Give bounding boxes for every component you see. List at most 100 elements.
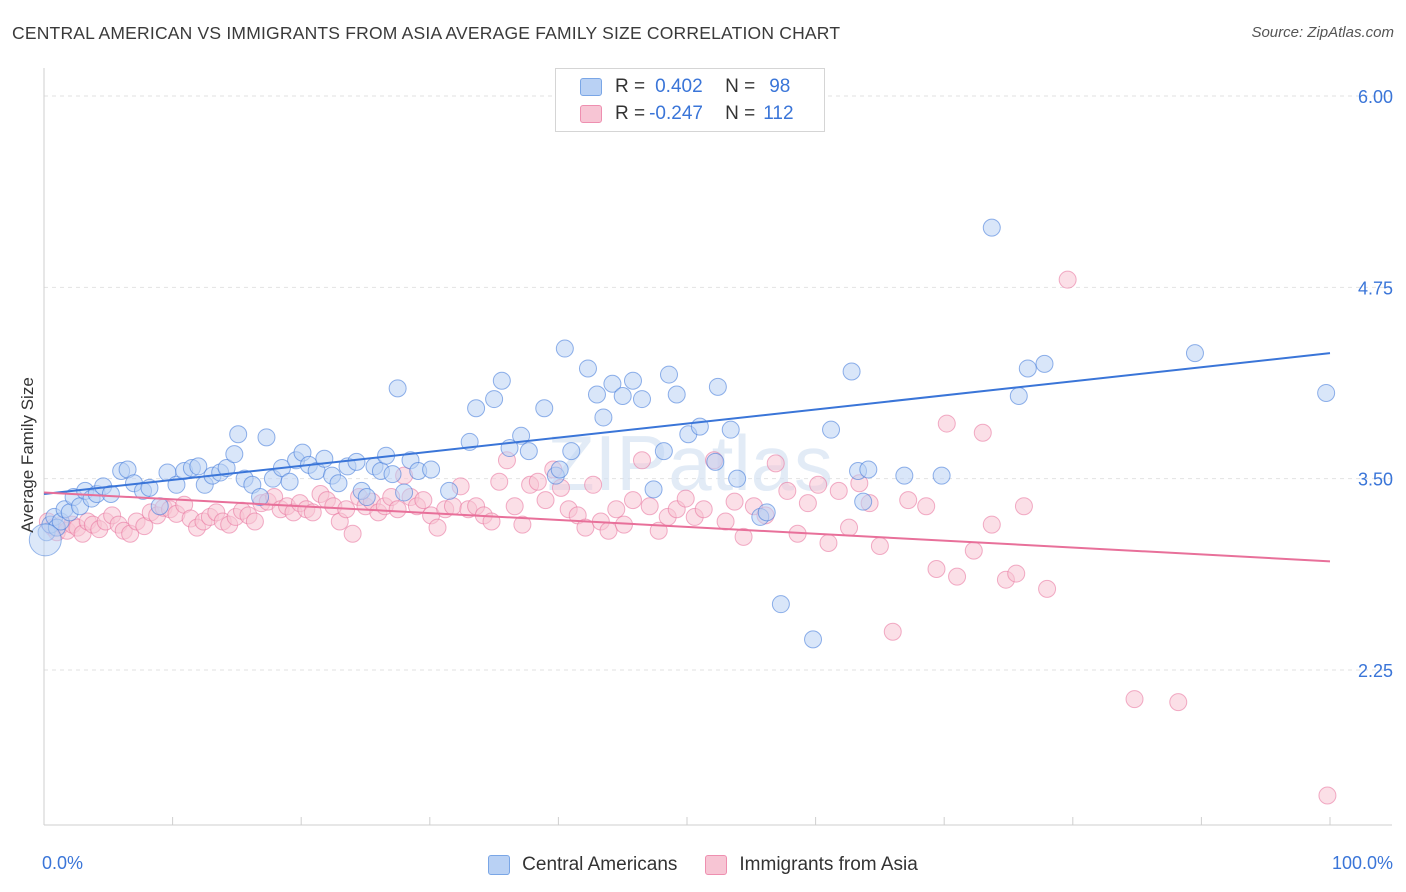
immigrants-from-asia-point bbox=[819, 533, 838, 552]
pink-swatch-icon bbox=[580, 105, 602, 123]
legend-row-immigrants-from-asia: R = -0.247 N = 112 bbox=[580, 101, 794, 127]
central-americans-point bbox=[217, 458, 236, 477]
central-americans-point bbox=[706, 452, 725, 471]
central-americans-point bbox=[395, 483, 414, 502]
central-americans-point bbox=[578, 359, 597, 378]
immigrants-from-asia-point bbox=[414, 491, 433, 510]
central-americans-point bbox=[550, 460, 569, 479]
immigrants-from-asia-point bbox=[716, 512, 735, 531]
immigrants-from-asia-point bbox=[584, 475, 603, 494]
immigrants-from-asia-point bbox=[725, 492, 744, 511]
central-americans-point bbox=[842, 362, 861, 381]
legend-label: Central Americans bbox=[522, 854, 678, 875]
central-americans-point bbox=[357, 488, 376, 507]
immigrants-from-asia-point bbox=[676, 489, 695, 508]
central-americans-point bbox=[757, 503, 776, 522]
immigrants-from-asia-point bbox=[1318, 786, 1337, 805]
central-americans-point bbox=[225, 445, 244, 464]
central-americans-point bbox=[519, 442, 538, 461]
immigrants-from-asia-point bbox=[1014, 497, 1033, 516]
immigrants-from-asia-point bbox=[948, 567, 967, 586]
r-value: -0.247 bbox=[649, 103, 703, 124]
central-americans-point bbox=[859, 460, 878, 479]
central-americans-point bbox=[644, 480, 663, 499]
central-americans-point bbox=[1035, 354, 1054, 373]
immigrants-from-asia-point bbox=[1125, 690, 1144, 709]
central-americans-point bbox=[189, 457, 208, 476]
immigrants-from-asia-point bbox=[809, 475, 828, 494]
central-americans-point bbox=[623, 371, 642, 390]
central-americans-point bbox=[659, 365, 678, 384]
immigrants-from-asia-point bbox=[632, 451, 651, 470]
central-americans-point bbox=[708, 377, 727, 396]
immigrants-from-asia-point bbox=[899, 491, 918, 510]
immigrants-from-asia-point bbox=[490, 472, 509, 491]
central-americans-point bbox=[101, 484, 120, 503]
central-americans-point bbox=[150, 497, 169, 516]
immigrants-from-asia-point bbox=[778, 481, 797, 500]
r-label: R = bbox=[615, 103, 646, 124]
immigrants-from-asia-point bbox=[870, 537, 889, 556]
immigrants-from-asia-point bbox=[343, 524, 362, 543]
chart-title: CENTRAL AMERICAN VS IMMIGRANTS FROM ASIA… bbox=[12, 23, 841, 43]
immigrants-from-asia-point bbox=[388, 500, 407, 519]
central-americans-point bbox=[932, 466, 951, 485]
immigrants-from-asia-point bbox=[640, 497, 659, 516]
central-americans-point bbox=[512, 426, 531, 445]
immigrants-from-asia-point bbox=[734, 527, 753, 546]
immigrants-from-asia-point bbox=[443, 497, 462, 516]
legend-row-central-americans: R = 0.402 N = 98 bbox=[580, 74, 790, 100]
central-americans-point bbox=[1018, 359, 1037, 378]
n-label: N = bbox=[725, 76, 756, 97]
central-americans-point bbox=[613, 387, 632, 406]
blue-swatch-icon bbox=[580, 78, 602, 96]
source-credit: Source: ZipAtlas.com bbox=[1251, 24, 1394, 41]
central-americans-point bbox=[771, 595, 790, 614]
central-americans-point bbox=[854, 492, 873, 511]
n-value: 112 bbox=[763, 103, 794, 124]
immigrants-from-asia-point bbox=[1058, 270, 1077, 289]
immigrants-from-asia-point bbox=[937, 414, 956, 433]
central-americans-point bbox=[467, 399, 486, 418]
central-americans-point bbox=[492, 371, 511, 390]
immigrants-from-asia-point bbox=[927, 559, 946, 578]
central-americans-point bbox=[594, 408, 613, 427]
immigrants-from-asia-point bbox=[982, 515, 1001, 534]
immigrants-from-asia-point bbox=[694, 500, 713, 519]
central-americans-point bbox=[721, 420, 740, 439]
y-axis-ticks: 6.00 4.75 3.50 2.25 bbox=[1358, 87, 1393, 681]
legend-item-immigrants-from-asia: Immigrants from Asia bbox=[705, 854, 918, 876]
y-tick-label: 4.75 bbox=[1358, 278, 1393, 298]
pink-swatch-icon bbox=[705, 855, 728, 875]
immigrants-from-asia-point bbox=[536, 491, 555, 510]
central-americans-point bbox=[535, 399, 554, 418]
legend-label: Immigrants from Asia bbox=[739, 854, 918, 875]
central-americans-point bbox=[982, 218, 1001, 237]
x-tick-label-left: 0.0% bbox=[42, 853, 83, 873]
y-tick-label: 3.50 bbox=[1358, 470, 1393, 490]
immigrants-from-asia-point bbox=[513, 515, 532, 534]
y-tick-label: 6.00 bbox=[1358, 87, 1393, 107]
n-value: 98 bbox=[769, 76, 791, 97]
immigrants-from-asia-point bbox=[840, 518, 859, 537]
immigrants-from-asia-point bbox=[428, 518, 447, 537]
immigrants-from-asia-point bbox=[576, 518, 595, 537]
central-americans-point bbox=[895, 466, 914, 485]
immigrants-from-asia-point bbox=[766, 454, 785, 473]
central-americans-point bbox=[632, 390, 651, 409]
series-central-americans bbox=[28, 218, 1336, 649]
r-value: 0.402 bbox=[655, 76, 703, 97]
central-americans-point bbox=[485, 390, 504, 409]
central-americans-point bbox=[1009, 387, 1028, 406]
immigrants-from-asia-point bbox=[623, 491, 642, 510]
central-americans-point bbox=[804, 630, 823, 649]
central-americans-point bbox=[728, 469, 747, 488]
central-americans-point bbox=[257, 428, 276, 447]
series-legend: Central Americans Immigrants from Asia bbox=[0, 852, 1406, 878]
immigrants-from-asia-point bbox=[829, 481, 848, 500]
correlation-legend: R = 0.402 N = 98 R = -0.247 N = 112 bbox=[555, 68, 825, 132]
central-americans-point bbox=[587, 385, 606, 404]
central-americans-point bbox=[422, 460, 441, 479]
immigrants-from-asia-point bbox=[1038, 579, 1057, 598]
